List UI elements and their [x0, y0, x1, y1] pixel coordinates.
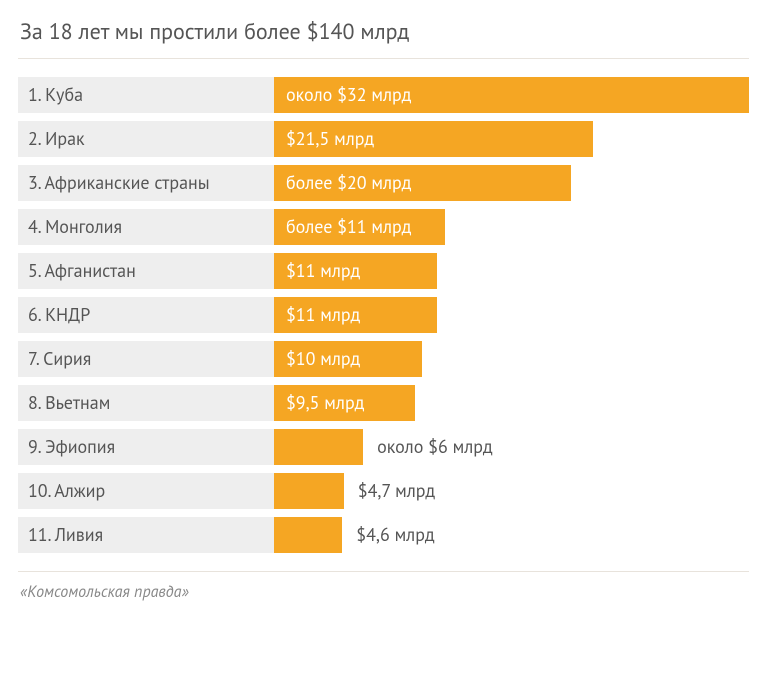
row-rank: 1. [28, 83, 40, 106]
bar: $11 млрд [274, 253, 437, 289]
bar: более $11 млрд [274, 209, 445, 245]
row-label: 5. Афганистан [18, 253, 274, 289]
row-name: Вьетнам [40, 391, 110, 414]
bar: $11 млрд [274, 297, 437, 333]
bar-rows: 1. Куба около $32 млрд 2. Ирак $21,5 млрд 3.… [18, 77, 749, 553]
bar-row: 1. Куба около $32 млрд [18, 77, 749, 113]
chart-container: За 18 лет мы простили более $140 млрд 1.… [0, 0, 767, 618]
row-label: 4. Монголия [18, 209, 274, 245]
row-label: 1. Куба [18, 77, 274, 113]
bar-row: 11. Ливия $4,6 млрд [18, 517, 749, 553]
row-name: Ливия [50, 523, 103, 546]
bar-value-label: $11 млрд [286, 306, 360, 324]
bar-area: $10 млрд [274, 341, 749, 377]
bar-area: около $6 млрд [274, 429, 749, 465]
bar-value-label: $10 млрд [286, 350, 360, 368]
bar-value-label: $9,5 млрд [286, 394, 364, 412]
row-rank: 4. [28, 215, 40, 238]
row-name: Афганистан [40, 259, 136, 282]
bar-area: $11 млрд [274, 253, 749, 289]
bar: $9,5 млрд [274, 385, 415, 421]
bar-area: $21,5 млрд [274, 121, 749, 157]
row-rank: 9. [28, 435, 40, 458]
bar: $10 млрд [274, 341, 422, 377]
bar-row: 5. Афганистан $11 млрд [18, 253, 749, 289]
chart-source: «Комсомольская правда» [20, 582, 749, 602]
bar-row: 7. Сирия $10 млрд [18, 341, 749, 377]
row-name: Алжир [50, 479, 105, 502]
bar-area: $4,7 млрд [274, 473, 749, 509]
bar-row: 9. Эфиопия около $6 млрд [18, 429, 749, 465]
bar-row: 2. Ирак $21,5 млрд [18, 121, 749, 157]
row-label: 11. Ливия [18, 517, 274, 553]
bar-value-label: более $11 млрд [286, 218, 411, 236]
row-label: 6. КНДР [18, 297, 274, 333]
row-label: 7. Сирия [18, 341, 274, 377]
bar [274, 429, 363, 465]
row-rank: 6. [28, 303, 40, 326]
bar [274, 517, 342, 553]
row-rank: 2. [28, 127, 40, 150]
divider-bottom [18, 571, 749, 572]
row-name: Эфиопия [40, 435, 115, 458]
row-rank: 5. [28, 259, 40, 282]
bar-row: 3. Африканские страны более $20 млрд [18, 165, 749, 201]
bar-area: $9,5 млрд [274, 385, 749, 421]
bar: более $20 млрд [274, 165, 571, 201]
bar: $21,5 млрд [274, 121, 593, 157]
bar-area: $4,6 млрд [274, 517, 749, 553]
row-label: 9. Эфиопия [18, 429, 274, 465]
row-name: Африканские страны [40, 171, 209, 194]
bar-value-label: около $6 млрд [363, 429, 493, 465]
row-rank: 3. [28, 171, 40, 194]
bar-area: более $11 млрд [274, 209, 749, 245]
row-rank: 7. [28, 347, 38, 370]
row-name: Сирия [38, 347, 91, 370]
row-rank: 10. [28, 479, 50, 502]
row-rank: 8. [28, 391, 40, 414]
bar-row: 8. Вьетнам $9,5 млрд [18, 385, 749, 421]
bar-area: $11 млрд [274, 297, 749, 333]
bar [274, 473, 344, 509]
row-name: Монголия [40, 215, 122, 238]
bar-value-label: $4,6 млрд [342, 517, 434, 553]
bar-row: 10. Алжир $4,7 млрд [18, 473, 749, 509]
row-name: Куба [40, 83, 83, 106]
row-name: Ирак [40, 127, 84, 150]
row-label: 2. Ирак [18, 121, 274, 157]
chart-title: За 18 лет мы простили более $140 млрд [20, 18, 749, 46]
bar-value-label: $21,5 млрд [286, 130, 374, 148]
divider-top [18, 58, 749, 59]
row-label: 3. Африканские страны [18, 165, 274, 201]
bar-area: более $20 млрд [274, 165, 749, 201]
bar-value-label: более $20 млрд [286, 174, 411, 192]
bar-value-label: $4,7 млрд [344, 473, 435, 509]
row-label: 8. Вьетнам [18, 385, 274, 421]
bar-area: около $32 млрд [274, 77, 749, 113]
row-label: 10. Алжир [18, 473, 274, 509]
bar-value-label: около $32 млрд [286, 86, 411, 104]
bar: около $32 млрд [274, 77, 749, 113]
bar-value-label: $11 млрд [286, 262, 360, 280]
bar-row: 6. КНДР $11 млрд [18, 297, 749, 333]
bar-row: 4. Монголия более $11 млрд [18, 209, 749, 245]
row-name: КНДР [40, 303, 90, 326]
row-rank: 11. [28, 523, 50, 546]
